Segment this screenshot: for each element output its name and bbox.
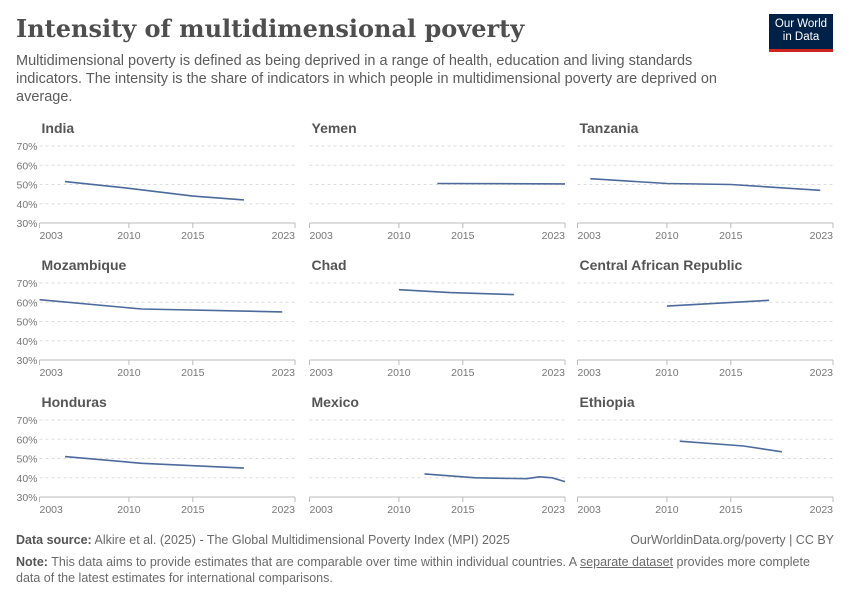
panel-india: India 30% 40% 50% 60% 70% 2003 2010 2015 2023: [16, 120, 296, 242]
data-source: Data source: Alkire et al. (2025) - The …: [16, 533, 510, 547]
panel-title: Ethiopia: [580, 394, 635, 410]
y-tick-label: 50%: [16, 454, 37, 466]
chart-title: Intensity of multidimensional poverty: [16, 14, 525, 43]
panel-title: Yemen: [312, 120, 357, 136]
panel-honduras: Honduras 30% 40% 50% 60% 70% 2003 2010 2015 2023: [16, 394, 296, 516]
x-tick-label: 2015: [181, 230, 205, 242]
x-tick-label: 2003: [40, 504, 64, 516]
y-tick-label: 40%: [16, 336, 37, 348]
x-tick-label: 2003: [578, 367, 602, 379]
x-tick-label: 2015: [451, 367, 475, 379]
series-line[interactable]: [679, 440, 783, 453]
x-tick-label: 2023: [272, 230, 296, 242]
y-tick-label: 50%: [16, 180, 37, 192]
y-tick-label: 70%: [16, 141, 37, 153]
series-line[interactable]: [39, 298, 283, 313]
x-tick-label: 2003: [310, 367, 334, 379]
panel-title: Mexico: [312, 394, 359, 410]
panel-title: India: [42, 120, 75, 136]
x-tick-label: 2010: [387, 504, 411, 516]
panel-title: Mozambique: [42, 257, 127, 273]
panel-tanzania: Tanzania 2003 2010 2015 2023: [577, 120, 834, 242]
x-tick-label: 2023: [542, 230, 566, 242]
x-tick-label: 2003: [40, 367, 64, 379]
x-tick-label: 2023: [810, 367, 834, 379]
note: Note: This data aims to provide estimate…: [16, 554, 816, 586]
series-line[interactable]: [64, 455, 244, 469]
panel-title: Central African Republic: [580, 257, 743, 273]
panel-mozambique: Mozambique 30% 40% 50% 60% 70% 2003 2010 2015 202…: [16, 257, 296, 379]
y-tick-label: 70%: [16, 415, 37, 427]
series-line[interactable]: [666, 299, 770, 307]
x-tick-label: 2010: [655, 367, 679, 379]
x-tick-label: 2015: [451, 230, 475, 242]
y-tick-label: 70%: [16, 278, 37, 290]
x-tick-label: 2015: [451, 504, 475, 516]
x-tick-label: 2023: [810, 504, 834, 516]
x-tick-label: 2010: [117, 367, 141, 379]
y-tick-label: 60%: [16, 297, 37, 309]
x-tick-label: 2010: [387, 367, 411, 379]
x-tick-label: 2010: [387, 230, 411, 242]
x-tick-label: 2003: [40, 230, 64, 242]
y-tick-label: 30%: [16, 492, 37, 504]
x-tick-label: 2015: [719, 367, 743, 379]
x-tick-label: 2023: [542, 367, 566, 379]
panel-chad: Chad 2003 2010 2015 2023: [309, 257, 566, 379]
y-tick-label: 30%: [16, 355, 37, 367]
x-tick-label: 2015: [719, 504, 743, 516]
note-text-end: provides more complete data of the lates…: [16, 555, 810, 585]
panel-title: Honduras: [42, 394, 108, 410]
x-tick-label: 2003: [578, 230, 602, 242]
y-tick-label: 40%: [16, 473, 37, 485]
logo-line1: Our World: [774, 18, 828, 30]
note-text: This data aims to provide estimates that…: [51, 555, 580, 569]
panel-mexico: Mexico 2003 2010 2015 2023: [309, 394, 566, 516]
x-tick-label: 2023: [272, 504, 296, 516]
x-tick-label: 2010: [117, 504, 141, 516]
y-tick-label: 50%: [16, 317, 37, 329]
x-tick-label: 2015: [181, 367, 205, 379]
y-tick-label: 60%: [16, 160, 37, 172]
x-tick-label: 2003: [310, 504, 334, 516]
chart-subtitle: Multidimensional poverty is defined as b…: [16, 53, 717, 105]
source-text[interactable]: Alkire et al. (2025) - The Global Multid…: [94, 533, 510, 547]
panel-title: Tanzania: [580, 120, 639, 136]
x-tick-label: 2010: [117, 230, 141, 242]
x-tick-label: 2023: [542, 504, 566, 516]
source-label: Data source:: [16, 533, 92, 547]
x-tick-label: 2023: [810, 230, 834, 242]
panel-central-african-republic: Central African Republic 2003 2010 2015 2023: [577, 257, 834, 379]
x-tick-label: 2010: [655, 504, 679, 516]
series-line[interactable]: [398, 288, 514, 296]
panel-yemen: Yemen 2003 2010 2015 2023: [309, 120, 566, 242]
panel-ethiopia: Ethiopia 2003 2010 2015 2023: [577, 394, 834, 516]
series-line[interactable]: [424, 473, 566, 483]
series-line[interactable]: [590, 177, 821, 192]
x-tick-label: 2003: [310, 230, 334, 242]
logo-line2: in Data: [782, 31, 820, 43]
x-tick-label: 2003: [578, 504, 602, 516]
panel-title: Chad: [312, 257, 347, 273]
separate-dataset-link[interactable]: separate dataset: [579, 555, 674, 569]
x-tick-label: 2023: [272, 367, 296, 379]
y-tick-label: 40%: [16, 199, 37, 211]
y-tick-label: 60%: [16, 434, 37, 446]
x-tick-label: 2015: [181, 504, 205, 516]
note-label: Note:: [16, 555, 48, 569]
series-line[interactable]: [64, 180, 244, 201]
owid-logo[interactable]: Our World in Data: [769, 14, 833, 52]
x-tick-label: 2010: [655, 230, 679, 242]
source-url[interactable]: OurWorldinData.org/poverty | CC BY: [630, 533, 834, 547]
y-tick-label: 30%: [16, 218, 37, 230]
x-tick-label: 2015: [719, 230, 743, 242]
